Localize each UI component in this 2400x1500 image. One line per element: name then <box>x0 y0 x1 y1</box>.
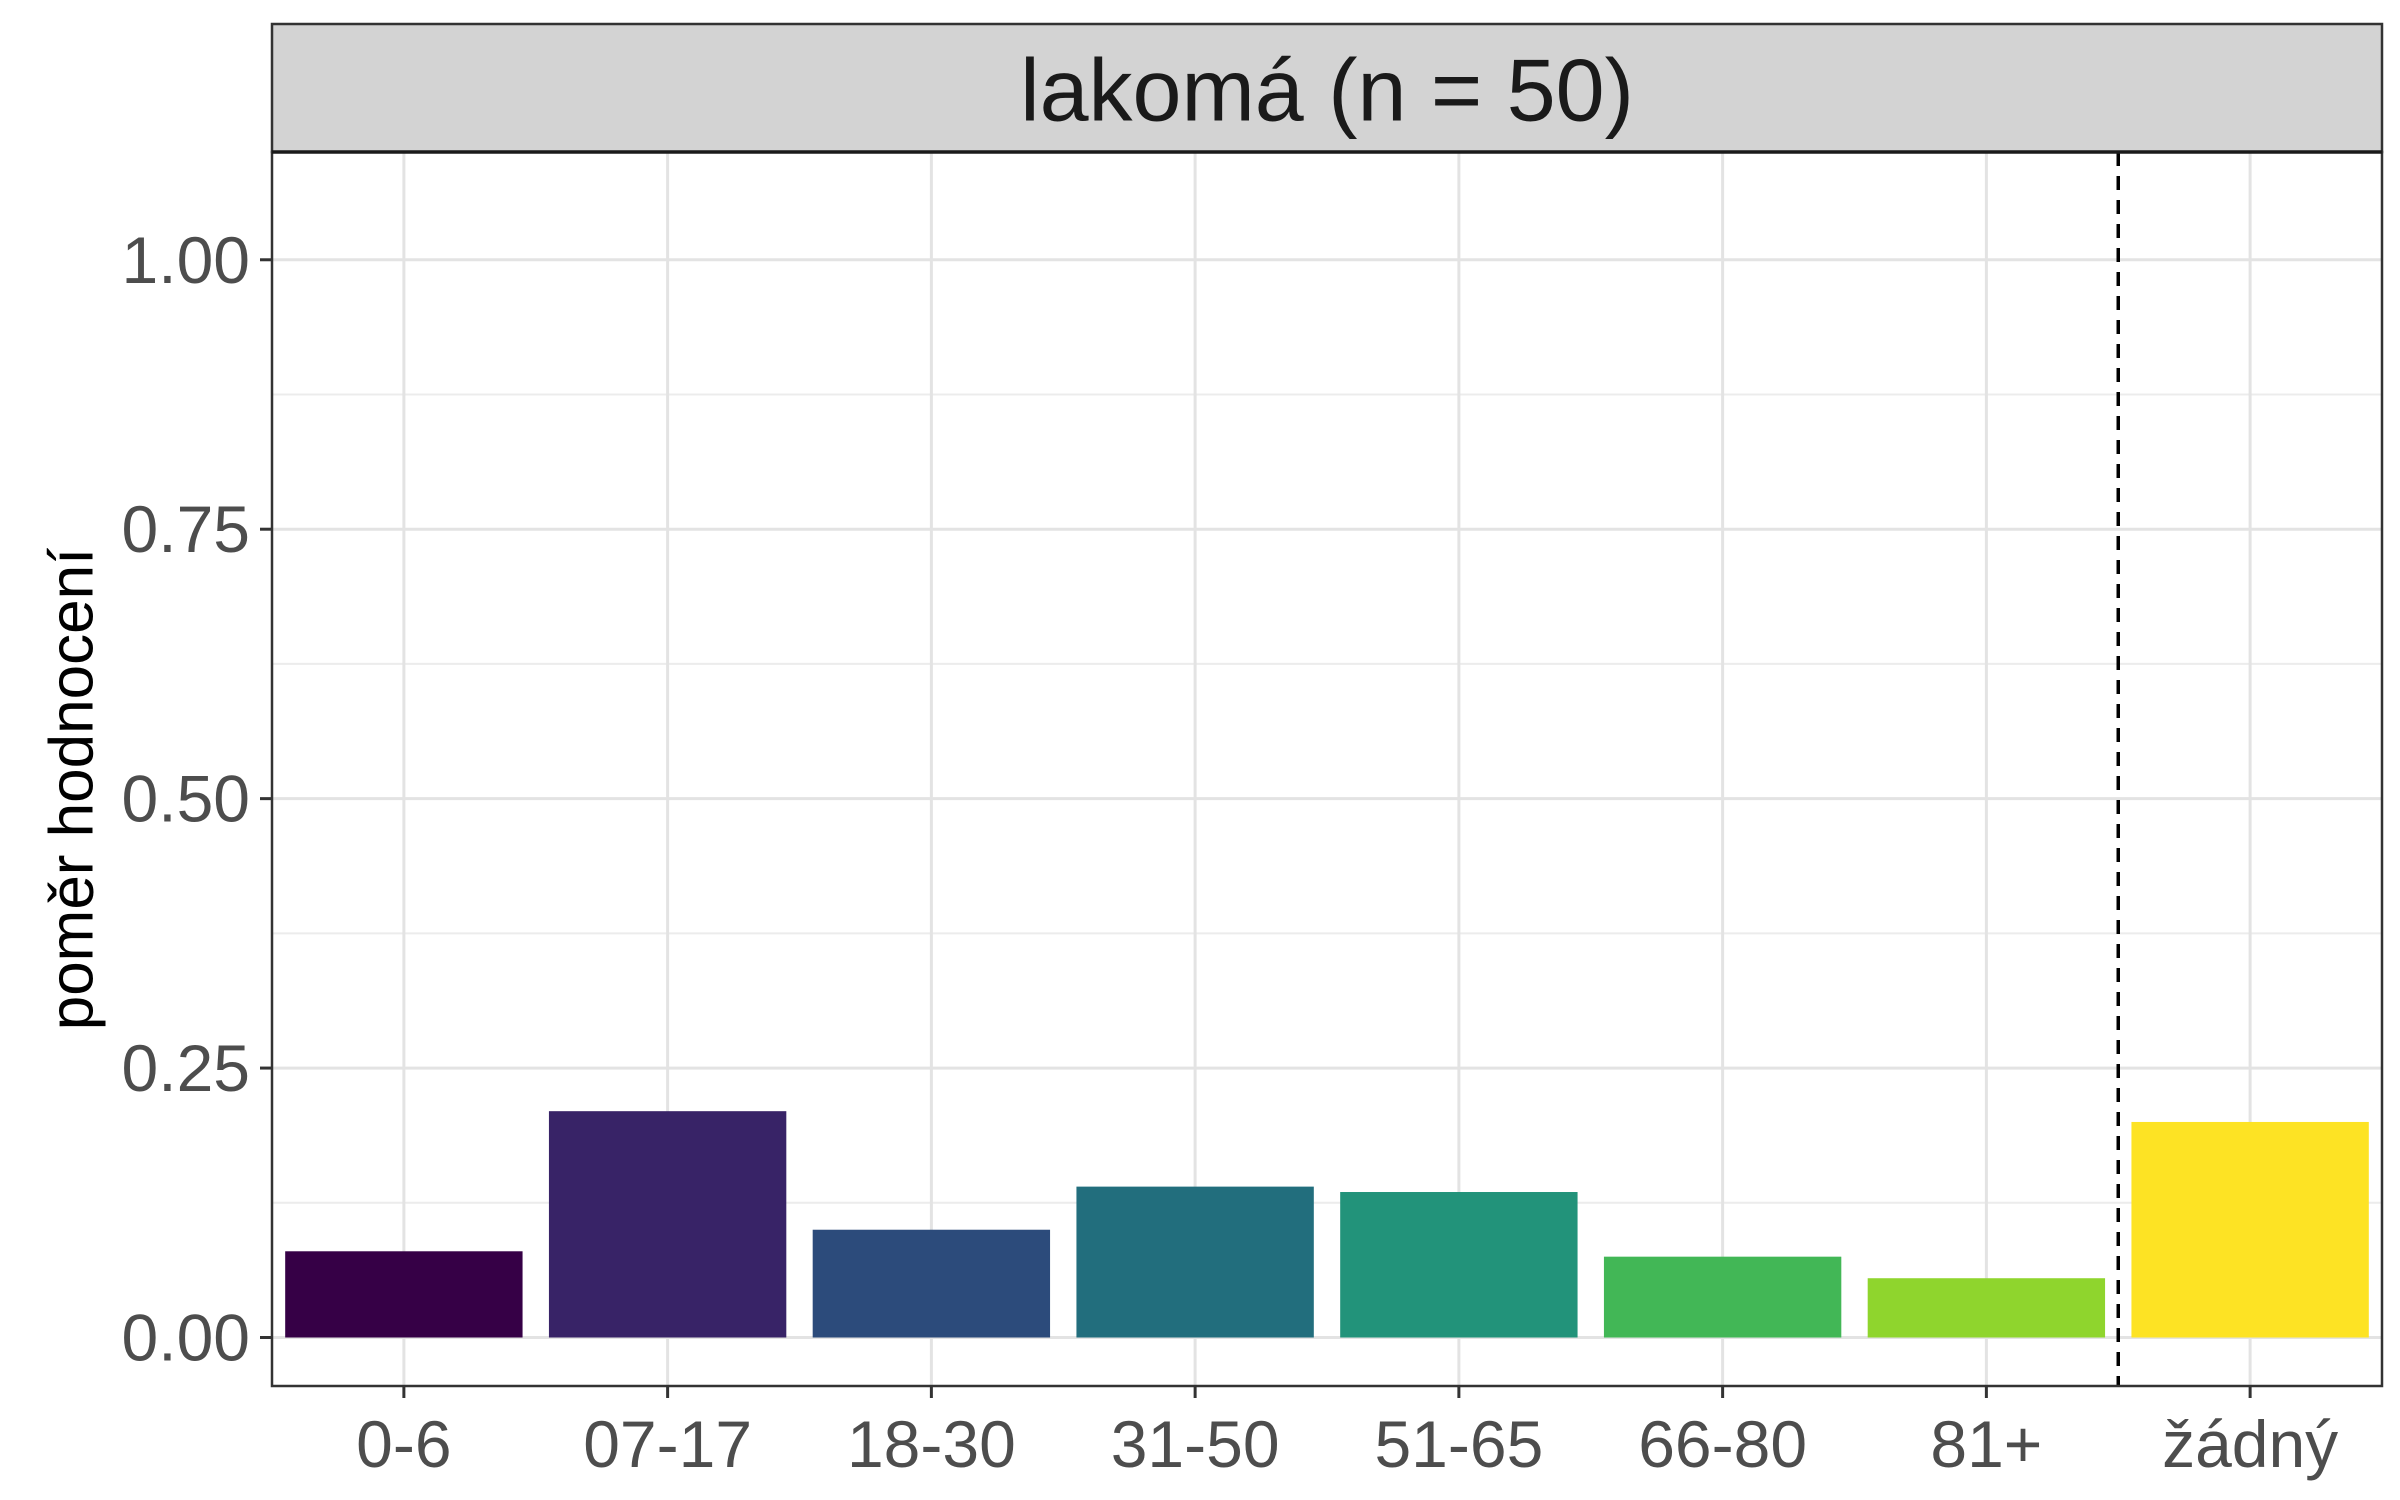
facet-strip: lakomá (n = 50) <box>270 22 2384 154</box>
y-axis-title: poměr hodnocení <box>38 548 107 1031</box>
y-tick-label: 0.25 <box>122 1031 250 1105</box>
x-tick-label: 07-17 <box>583 1407 752 1481</box>
x-tick-label: žádný <box>2162 1407 2338 1481</box>
y-tick-label: 0.75 <box>122 492 250 566</box>
bar-0-6 <box>285 1251 523 1338</box>
facet-title: lakomá (n = 50) <box>1020 41 1634 140</box>
bars <box>285 1111 2369 1338</box>
bar-31-50 <box>1076 1186 1314 1338</box>
bar-18-30 <box>812 1229 1051 1338</box>
x-tick-label: 51-65 <box>1374 1407 1543 1481</box>
x-axis: 0-6 07-17 18-30 31-50 51-65 66-80 81+ žádný <box>356 1386 2338 1481</box>
x-tick-label: 66-80 <box>1638 1407 1807 1481</box>
y-tick-label: 0.00 <box>122 1301 250 1375</box>
y-tick-label: 0.50 <box>122 762 250 836</box>
x-tick-label: 18-30 <box>847 1407 1016 1481</box>
x-tick-label: 0-6 <box>356 1407 451 1481</box>
bar-žádný <box>2131 1121 2369 1338</box>
y-axis: 0.00 0.25 0.50 0.75 1.00 <box>122 223 272 1375</box>
x-tick-label: 81+ <box>1930 1407 2042 1481</box>
x-tick-label: 31-50 <box>1111 1407 1280 1481</box>
bar-81+ <box>1867 1278 2106 1338</box>
bar-07-17 <box>548 1111 787 1338</box>
bar-66-80 <box>1603 1256 1842 1338</box>
bar-51-65 <box>1340 1192 1578 1338</box>
y-tick-label: 1.00 <box>122 223 250 297</box>
facet-strip-background <box>270 22 2384 154</box>
